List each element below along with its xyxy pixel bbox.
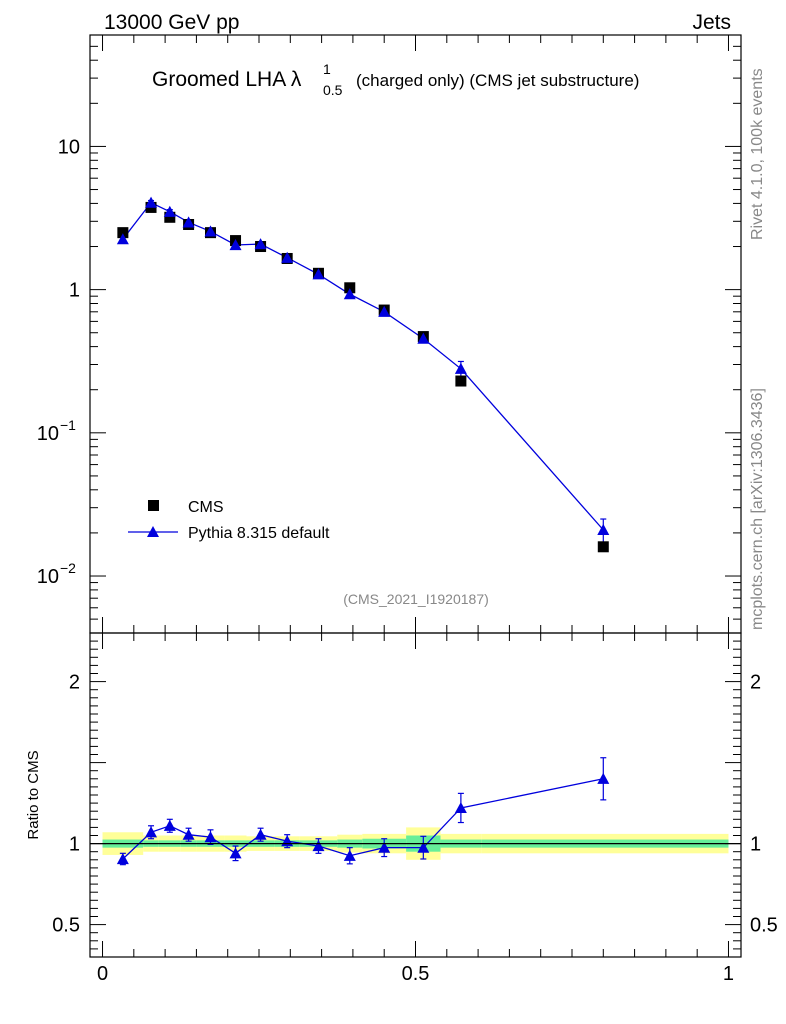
title-subscript: 0.5 xyxy=(323,82,343,98)
main-pythia-point-8 xyxy=(312,268,325,280)
main-pythia-point-4 xyxy=(204,225,217,237)
main-pythia-point-10 xyxy=(378,305,391,317)
ratio-pythia-point-2 xyxy=(163,819,176,831)
ratio-ytick-label-right-1: 1 xyxy=(750,834,761,856)
ratio-pythia-point-12 xyxy=(454,801,467,814)
main-pythia-point-2 xyxy=(163,205,176,217)
legend-cms-label: CMS xyxy=(188,499,224,516)
ratio-ytick-label-right-2: 0.5 xyxy=(750,915,778,937)
ratio-pythia-point-8 xyxy=(312,840,325,852)
ratio-xtick-label-2: 1 xyxy=(723,963,734,985)
ratio-ytick-label-left-2: 0.5 xyxy=(52,915,80,937)
ratio-xtick-label-1: 0.5 xyxy=(402,963,430,985)
main-pythia-point-7 xyxy=(281,251,294,263)
main-pythia-point-3 xyxy=(182,216,195,228)
legend: CMS Pythia 8.315 default xyxy=(128,499,330,542)
main-pythia-point-5 xyxy=(229,238,242,251)
axis-ticks xyxy=(90,34,741,958)
title-prefix: Groomed LHA λ xyxy=(152,68,302,91)
main-pythia-point-11 xyxy=(417,332,430,344)
ratio-xtick-label-0: 0 xyxy=(97,963,108,985)
main-cms-point-13 xyxy=(597,541,609,553)
ratio-pythia-point-4 xyxy=(204,831,217,843)
ratio-y-axis-label: Ratio to CMS xyxy=(25,750,42,839)
rivet-version-label: Rivet 4.1.0, 100k events xyxy=(749,68,766,240)
main-pythia-point-6 xyxy=(254,238,267,250)
ratio-pythia-point-11 xyxy=(417,841,430,853)
main-pythia-point-9 xyxy=(343,288,356,300)
ratio-pythia-point-1 xyxy=(145,826,158,838)
ratio-pythia-point-10 xyxy=(378,841,391,853)
main-ytick-label-exp-3: −2 xyxy=(60,560,76,576)
main-pythia-line xyxy=(122,201,604,531)
ratio-pythia-point-9 xyxy=(343,849,356,861)
ratio-pythia-point-3 xyxy=(182,828,195,840)
title-superscript: 1 xyxy=(323,61,331,77)
main-pythia-point-1 xyxy=(145,196,158,208)
legend-pythia-marker xyxy=(147,526,159,537)
legend-cms-marker xyxy=(148,500,159,511)
main-ytick-label-base-3: 10 xyxy=(37,566,59,588)
ratio-plot-frame xyxy=(89,632,742,958)
main-pythia-point-0 xyxy=(116,233,129,245)
main-cms-point-9 xyxy=(344,282,356,294)
main-pythia-point-12 xyxy=(454,362,467,374)
series-layer xyxy=(116,196,610,866)
ratio-pythia-point-13 xyxy=(597,772,610,784)
ratio-ytick-label-right-0: 2 xyxy=(750,672,761,694)
plot-title: Groomed LHA λ 1 0.5 (charged only) (CMS … xyxy=(152,61,639,98)
ratio-ytick-label-left-0: 2 xyxy=(69,672,80,694)
analysis-watermark: (CMS_2021_I1920187) xyxy=(343,591,489,607)
main-ytick-label-base-2: 10 xyxy=(37,423,59,445)
main-pythia-point-13 xyxy=(597,523,610,535)
ratio-pythia-point-6 xyxy=(254,828,267,840)
ratio-pythia-point-0 xyxy=(116,852,129,865)
main-cms-point-2 xyxy=(164,211,176,223)
header-process-label: Jets xyxy=(692,11,731,34)
ratio-ytick-label-left-1: 1 xyxy=(69,834,80,856)
title-suffix: (charged only) (CMS jet substructure) xyxy=(356,71,639,90)
main-ytick-label-exp-2: −1 xyxy=(60,417,76,433)
main-cms-point-0 xyxy=(117,227,129,239)
mcplots-credit-label: mcplots.cern.ch [arXiv:1306.3436] xyxy=(749,388,766,630)
main-ytick-label-1: 1 xyxy=(69,280,80,302)
legend-pythia-label: Pythia 8.315 default xyxy=(188,525,330,542)
main-ytick-label-0: 10 xyxy=(58,136,80,158)
header-energy-label: 13000 GeV pp xyxy=(104,11,239,34)
ratio-pythia-point-5 xyxy=(229,847,242,859)
main-cms-point-12 xyxy=(455,375,467,387)
